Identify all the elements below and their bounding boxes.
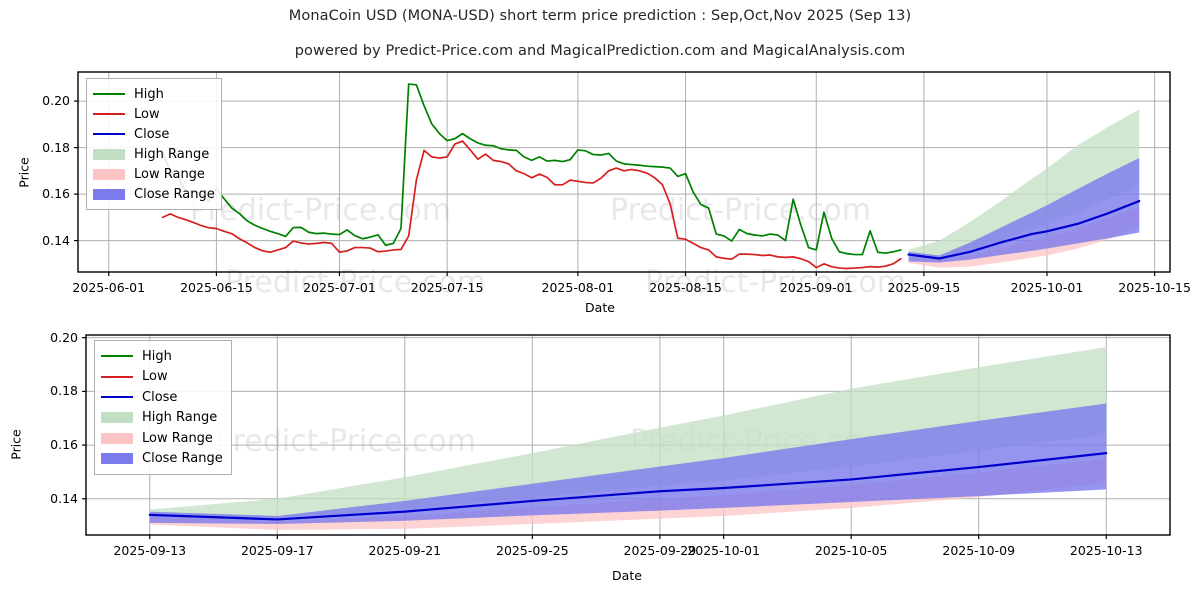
- watermark-text: Predict-Price.com: [645, 265, 906, 300]
- legend-item-high: High: [101, 346, 223, 367]
- watermark-text: Predict-Price.com: [610, 193, 871, 228]
- legend-item-close: Close: [93, 124, 213, 144]
- legend-item-label: Low: [134, 106, 160, 122]
- x-tick-label: 2025-08-15: [649, 280, 722, 295]
- legend-item-close-range: Close Range: [101, 449, 223, 470]
- legend-line-swatch: [101, 375, 133, 378]
- legend-item-label: Low: [142, 369, 168, 385]
- detail-y-axis-title: Price: [8, 429, 24, 460]
- close-price-line: [907, 199, 1141, 260]
- detail-legend: High Low Close High Range Low Range Close Ran…: [94, 340, 232, 475]
- watermark-text: Predict-Price.com: [215, 424, 476, 459]
- x-tick-label: 2025-10-01: [687, 543, 760, 558]
- close-range-band: [908, 158, 1140, 263]
- x-tick-label: 2025-09-17: [240, 543, 314, 558]
- legend-item-label: Close Range: [142, 451, 223, 467]
- y-tick-label: 0.16: [42, 186, 70, 202]
- overview-legend: High Low Close High Range Low Range Close Ran…: [86, 78, 222, 210]
- x-tick-label: 2025-10-15: [1118, 280, 1191, 295]
- legend-item-label: Low Range: [142, 430, 213, 446]
- legend-line-swatch: [93, 93, 125, 95]
- y-tick-label: 0.20: [42, 93, 70, 109]
- overview-plot-svg: Predict-Price.com Predict-Price.com Predic…: [74, 71, 1171, 300]
- legend-item-label: Low Range: [134, 166, 205, 182]
- high-range-band: [908, 109, 1140, 257]
- y-tick-label: 0.18: [50, 383, 78, 399]
- x-tick-label: 2025-09-21: [368, 543, 442, 558]
- x-tick-label: 2025-10-05: [814, 543, 888, 558]
- legend-item-high-range: High Range: [101, 408, 223, 429]
- y-tick-label: 0.20: [50, 329, 78, 345]
- legend-item-label: Close: [142, 389, 178, 405]
- legend-item-label: High: [134, 86, 164, 102]
- low-price-line: [161, 140, 902, 270]
- watermark-text: Predict-Price.com: [225, 265, 486, 300]
- legend-item-label: Close Range: [134, 186, 215, 202]
- legend-line-swatch: [101, 396, 133, 399]
- legend-band-swatch: [101, 432, 133, 444]
- page-title: MonaCoin USD (MONA-USD) short term price…: [288, 8, 912, 24]
- x-tick-label: 2025-08-01: [541, 280, 615, 295]
- close-range-band: [149, 403, 1107, 524]
- legend-item-close-range: Close Range: [93, 184, 215, 204]
- overview-chart-panel: Predict-Price.com Predict-Price.com Predic…: [0, 60, 1200, 320]
- legend-item-label: High: [142, 348, 172, 364]
- legend-item-close: Close: [101, 387, 223, 408]
- legend-line-swatch: [101, 355, 133, 358]
- x-tick-label: 2025-09-13: [113, 543, 187, 558]
- legend-item-high-range: High Range: [93, 144, 213, 164]
- y-tick-label: 0.14: [50, 490, 78, 506]
- x-tick-label: 2025-10-13: [1069, 543, 1143, 558]
- plot-frame: [77, 71, 1171, 273]
- x-tick-label: 2025-09-01: [779, 280, 853, 295]
- legend-item-low-range: Low Range: [101, 428, 223, 449]
- overview-x-axis-title: Date: [585, 300, 615, 315]
- legend-item-high: High: [93, 84, 213, 104]
- legend-band-swatch: [93, 168, 125, 180]
- legend-item-label: High Range: [134, 146, 210, 162]
- legend-item-low-range: Low Range: [93, 164, 213, 184]
- y-tick-label: 0.18: [42, 139, 70, 155]
- legend-band-swatch: [93, 188, 125, 200]
- legend-band-swatch: [93, 148, 125, 160]
- y-tick-label: 0.16: [50, 437, 78, 453]
- x-tick-label: 2025-06-15: [180, 280, 253, 295]
- legend-item-label: High Range: [142, 410, 218, 426]
- watermark-text: Predict-Price.com: [190, 193, 451, 228]
- legend-line-swatch: [93, 133, 125, 135]
- overview-y-axis-title: Price: [16, 157, 32, 188]
- legend-item-label: Close: [134, 126, 170, 142]
- detail-x-axis-title: Date: [612, 568, 642, 583]
- x-tick-label: 2025-10-09: [942, 543, 1016, 558]
- x-tick-label: 2025-10-01: [1010, 280, 1084, 295]
- x-tick-label: 2025-09-29: [623, 543, 697, 558]
- legend-item-low: Low: [93, 104, 213, 124]
- page-subtitle: powered by Predict-Price.com and Magical…: [294, 43, 906, 59]
- x-tick-label: 2025-07-15: [410, 280, 484, 295]
- legend-band-swatch: [101, 412, 133, 424]
- legend-band-swatch: [101, 453, 133, 465]
- high-range-band: [149, 347, 1107, 518]
- x-tick-label: 2025-09-15: [887, 280, 961, 295]
- x-tick-label: 2025-07-01: [303, 280, 376, 295]
- x-tick-label: 2025-06-01: [72, 280, 146, 295]
- high-price-line: [161, 83, 902, 256]
- x-tick-label: 2025-09-25: [496, 543, 569, 558]
- plot-frame: [85, 334, 1171, 536]
- y-tick-label: 0.14: [42, 232, 70, 248]
- legend-item-low: Low: [101, 367, 223, 388]
- close-price-line: [148, 452, 1108, 521]
- legend-line-swatch: [93, 113, 125, 115]
